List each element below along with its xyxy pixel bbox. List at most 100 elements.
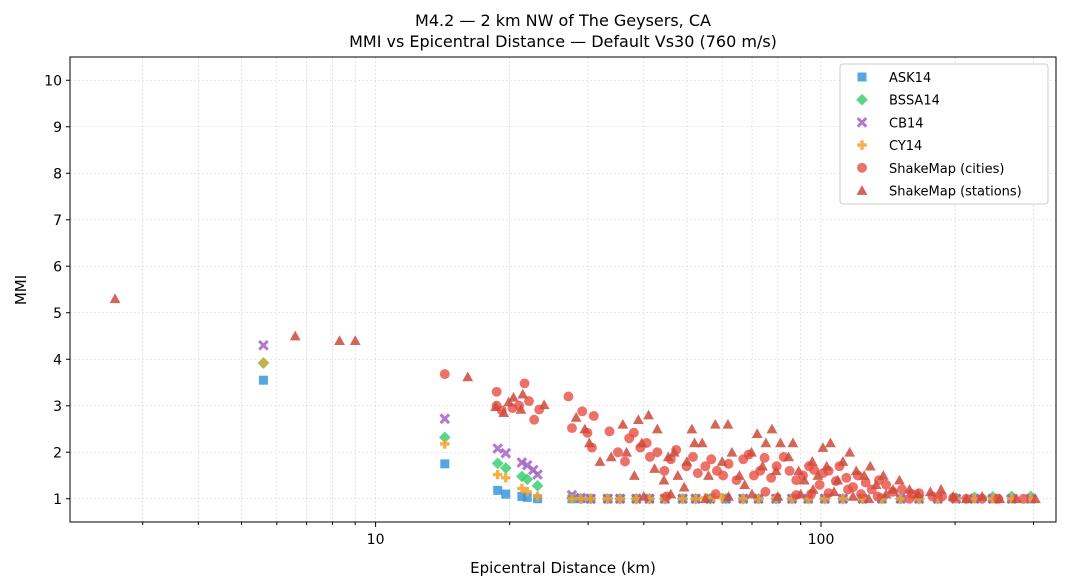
data-point-cy14: [576, 494, 586, 504]
data-point-stations: [651, 423, 663, 434]
data-point-stations: [863, 493, 875, 504]
legend-label-cb14: CB14: [889, 116, 924, 131]
legend-label-cities: ShakeMap (cities): [889, 162, 1004, 177]
data-point-ask14: [493, 485, 503, 495]
data-point-stations: [678, 481, 690, 492]
grid-lines: [70, 57, 1056, 522]
data-point-cities: [659, 465, 670, 476]
data-point-stations: [583, 437, 595, 448]
data-point-cy14: [567, 494, 577, 504]
data-point-stations: [517, 388, 529, 399]
data-point-stations: [579, 423, 591, 434]
data-point-cities: [723, 458, 734, 469]
data-point-stations: [649, 463, 660, 473]
data-point-cities: [652, 447, 663, 458]
data-point-cities: [700, 461, 711, 472]
data-point-cities: [620, 456, 630, 467]
data-point-stations: [672, 470, 684, 480]
data-point-cities: [809, 464, 820, 475]
data-point-cb14: [532, 469, 543, 480]
data-point-stations: [665, 488, 677, 499]
data-point-stations: [894, 474, 905, 485]
data-point-stations: [864, 460, 876, 471]
y-tick-label: 6: [53, 259, 62, 275]
data-point-stations: [621, 446, 632, 457]
y-tick-label: 2: [53, 445, 62, 461]
y-tick-label: 7: [53, 213, 62, 229]
data-point-cities: [904, 493, 915, 504]
data-point-bssa14: [521, 473, 534, 486]
data-point-stations: [783, 451, 795, 462]
data-point-cities: [439, 369, 450, 380]
data-point-stations: [349, 335, 361, 345]
data-point-stations: [686, 423, 698, 434]
legend-marker-cities: [857, 162, 867, 173]
data-point-bssa14: [491, 457, 504, 470]
data-point-stations: [793, 465, 805, 476]
data-point-stations: [880, 488, 892, 499]
data-point-cities: [897, 484, 907, 495]
data-point-stations: [334, 335, 345, 345]
data-point-cy14: [895, 494, 906, 504]
data-point-stations: [689, 437, 700, 448]
data-point-cities: [524, 396, 534, 407]
data-point-cities: [588, 411, 599, 421]
data-point-stations: [887, 484, 899, 494]
data-point-stations: [751, 428, 763, 438]
data-point-stations: [696, 437, 708, 448]
legend-marker-ask14: [857, 72, 867, 82]
data-point-stations: [825, 437, 836, 448]
data-point-cities: [577, 406, 588, 417]
data-point-cy14: [677, 494, 688, 504]
data-point-cy14: [753, 494, 764, 504]
data-point-cities: [766, 472, 777, 483]
data-point-stations: [770, 465, 782, 476]
data-point-stations: [722, 418, 734, 429]
y-tick-label: 10: [44, 73, 62, 89]
data-point-stations: [760, 437, 772, 448]
data-point-stations: [806, 456, 818, 466]
data-point-stations: [976, 491, 988, 501]
data-point-ask14: [517, 491, 527, 501]
data-point-stations: [638, 491, 650, 501]
data-point-stations: [726, 446, 738, 457]
data-point-cy14: [501, 473, 511, 483]
data-point-cb14: [258, 339, 269, 351]
data-point-stations: [723, 491, 734, 501]
y-tick-label: 4: [53, 352, 62, 368]
data-point-stations: [847, 491, 859, 501]
data-point-stations: [617, 418, 629, 429]
data-point-cy14: [690, 494, 701, 504]
x-axis-label: Epicentral Distance (km): [470, 559, 656, 577]
data-point-stations: [832, 474, 844, 485]
data-point-stations: [924, 486, 936, 497]
data-point-ask14: [440, 459, 450, 469]
data-point-cb14: [500, 447, 512, 459]
y-tick-label: 9: [53, 120, 62, 136]
data-point-stations: [628, 470, 640, 480]
data-point-cities: [706, 454, 717, 465]
data-point-stations: [746, 488, 758, 499]
data-point-stations: [935, 484, 947, 494]
data-point-cities: [491, 386, 502, 397]
data-point-cy14: [838, 494, 848, 504]
data-point-stations: [490, 401, 502, 411]
axes: 1 2 3 4 5 6 7 8 9 10 10 100: [44, 73, 1035, 548]
data-point-cities: [529, 414, 540, 425]
data-point-stations: [812, 470, 824, 480]
data-point-cy14: [492, 469, 503, 480]
data-point-cities: [604, 426, 615, 437]
data-point-cy14: [440, 439, 450, 449]
data-marks: [109, 293, 1041, 505]
data-point-stations: [817, 442, 829, 452]
y-axis-label: MMI: [12, 275, 30, 305]
data-point-cities: [841, 472, 852, 483]
data-point-stations: [746, 446, 757, 457]
data-point-stations: [662, 451, 674, 462]
data-point-bssa14: [531, 479, 544, 492]
data-point-ask14: [522, 492, 532, 502]
data-point-stations: [787, 437, 799, 448]
data-point-stations: [798, 474, 810, 485]
data-point-stations: [636, 437, 648, 448]
data-point-cities: [872, 491, 883, 502]
